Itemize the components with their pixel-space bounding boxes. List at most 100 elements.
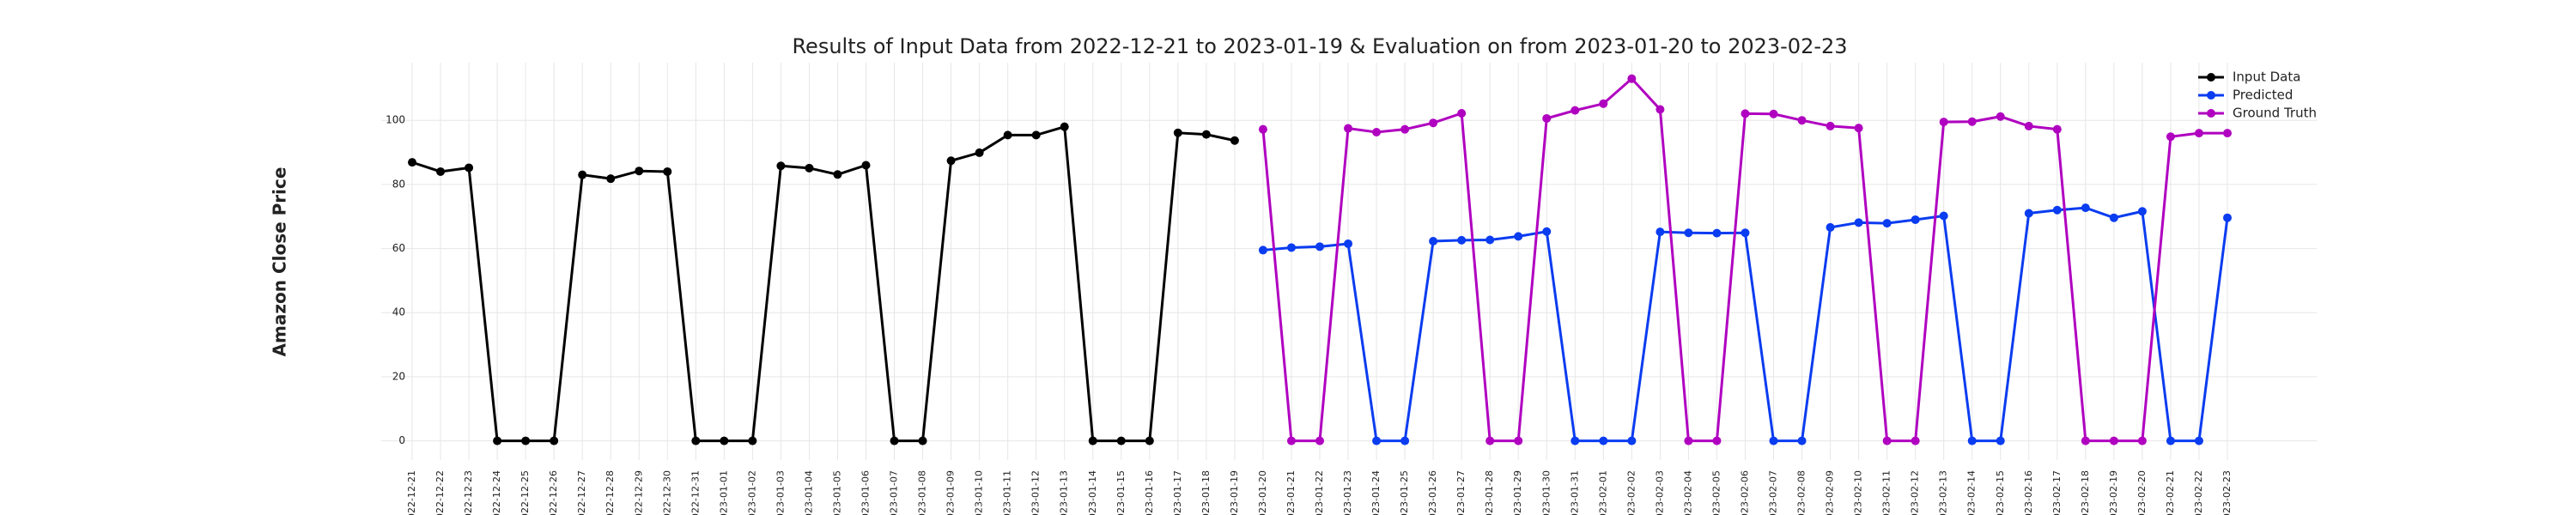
x-tick-label: 2023-01-20 — [1257, 470, 1268, 515]
point — [1854, 218, 1863, 227]
point — [748, 436, 757, 445]
point — [1826, 121, 1835, 130]
point — [2081, 203, 2090, 213]
x-tick-label: 2023-02-02 — [1625, 470, 1637, 515]
x-tick-label: 2023-01-19 — [1229, 470, 1240, 515]
y-tick-label: 20 — [392, 370, 405, 382]
legend-label: Ground Truth — [2233, 106, 2317, 121]
x-tick-label: 2022-12-29 — [633, 470, 644, 515]
point — [1911, 215, 1920, 224]
point — [1996, 112, 2005, 121]
point — [1514, 232, 1523, 241]
point — [890, 436, 899, 445]
point — [1627, 436, 1637, 445]
point — [1286, 243, 1296, 252]
series-line — [411, 124, 1236, 443]
x-tick-label: 2023-01-08 — [917, 470, 928, 515]
point — [1769, 109, 1778, 118]
point — [408, 158, 416, 167]
point — [2109, 436, 2118, 445]
point — [1145, 436, 1154, 445]
x-tick-label: 2023-02-09 — [1825, 470, 1836, 515]
x-tick-label: 2023-01-31 — [1569, 470, 1580, 515]
x-tick-label: 2023-01-09 — [945, 470, 957, 515]
x-tick-label: 2023-01-24 — [1370, 470, 1382, 515]
point — [2024, 121, 2033, 130]
legend-label: Predicted — [2233, 88, 2293, 103]
point — [1939, 211, 1948, 221]
point — [2137, 207, 2147, 216]
point — [805, 163, 814, 173]
x-tick-label: 2023-01-28 — [1484, 470, 1495, 515]
x-tick-label: 2023-02-04 — [1682, 470, 1693, 515]
x-tick-label: 2023-02-16 — [2023, 470, 2034, 515]
point — [1201, 130, 1211, 139]
x-tick-label: 2022-12-21 — [406, 470, 417, 515]
x-tick-label: 2023-02-13 — [1938, 470, 1949, 515]
point — [861, 161, 871, 170]
x-tick-label: 2022-12-31 — [690, 470, 701, 515]
x-tick-label: 2023-02-03 — [1654, 470, 1665, 515]
point — [578, 170, 587, 179]
x-tick-label: 2023-02-12 — [1910, 470, 1921, 515]
x-tick-label: 2023-02-22 — [2193, 470, 2204, 515]
point — [1712, 436, 1722, 445]
point — [436, 167, 446, 176]
x-tick-label: 2023-02-10 — [1853, 470, 1864, 515]
point — [1485, 235, 1495, 245]
point — [2223, 129, 2232, 138]
point — [1939, 118, 1948, 127]
x-tick-label: 2023-02-01 — [1597, 470, 1608, 515]
point — [493, 436, 502, 445]
point — [1967, 117, 1977, 126]
point — [1372, 128, 1382, 137]
point — [1571, 436, 1580, 445]
point — [1826, 222, 1835, 232]
x-tick-label: 2023-01-27 — [1455, 470, 1467, 515]
point — [1599, 99, 1608, 108]
point — [1571, 106, 1580, 115]
x-tick-label: 2023-01-11 — [1002, 470, 1013, 515]
point — [1429, 118, 1438, 128]
point — [1656, 227, 1665, 237]
point — [1344, 124, 1353, 133]
point — [1684, 436, 1693, 445]
point — [1315, 436, 1324, 445]
point — [1031, 130, 1041, 140]
x-tick-label: 2023-02-19 — [2108, 470, 2119, 515]
x-tick-label: 2022-12-27 — [576, 470, 587, 515]
point — [720, 436, 729, 445]
point — [1258, 124, 1267, 134]
x-tick-label: 2023-01-12 — [1030, 470, 1042, 515]
point — [1797, 436, 1807, 445]
point — [1258, 245, 1267, 255]
point — [465, 163, 474, 173]
x-tick-label: 2023-01-30 — [1540, 470, 1552, 515]
x-tick-label: 2023-02-06 — [1739, 470, 1750, 515]
point — [1797, 116, 1807, 125]
x-tick-label: 2023-01-16 — [1144, 470, 1155, 515]
point — [1882, 436, 1892, 445]
point — [1315, 242, 1324, 251]
point — [1400, 436, 1410, 445]
point — [1429, 236, 1438, 245]
point — [1173, 128, 1182, 137]
point — [1230, 136, 1239, 145]
y-tick-label: 40 — [392, 306, 405, 318]
x-tick-label: 2023-01-04 — [803, 470, 814, 515]
point — [1882, 219, 1892, 228]
x-tick-label: 2023-01-22 — [1314, 470, 1325, 515]
x-tick-label: 2023-01-13 — [1059, 470, 1070, 515]
point — [1286, 436, 1296, 445]
point — [2166, 436, 2175, 445]
point — [635, 167, 644, 176]
point — [1684, 228, 1693, 238]
point — [1967, 436, 1977, 445]
x-tick-label: 2023-02-21 — [2165, 470, 2176, 515]
x-tick-label: 2023-01-18 — [1200, 470, 1212, 515]
x-tick-label: 2022-12-22 — [434, 470, 446, 515]
x-tick-label: 2023-02-14 — [1966, 470, 1978, 515]
chart-title: Results of Input Data from 2022-12-21 to… — [792, 34, 1847, 58]
x-tick-label: 2022-12-23 — [463, 470, 474, 515]
point — [1514, 436, 1523, 445]
